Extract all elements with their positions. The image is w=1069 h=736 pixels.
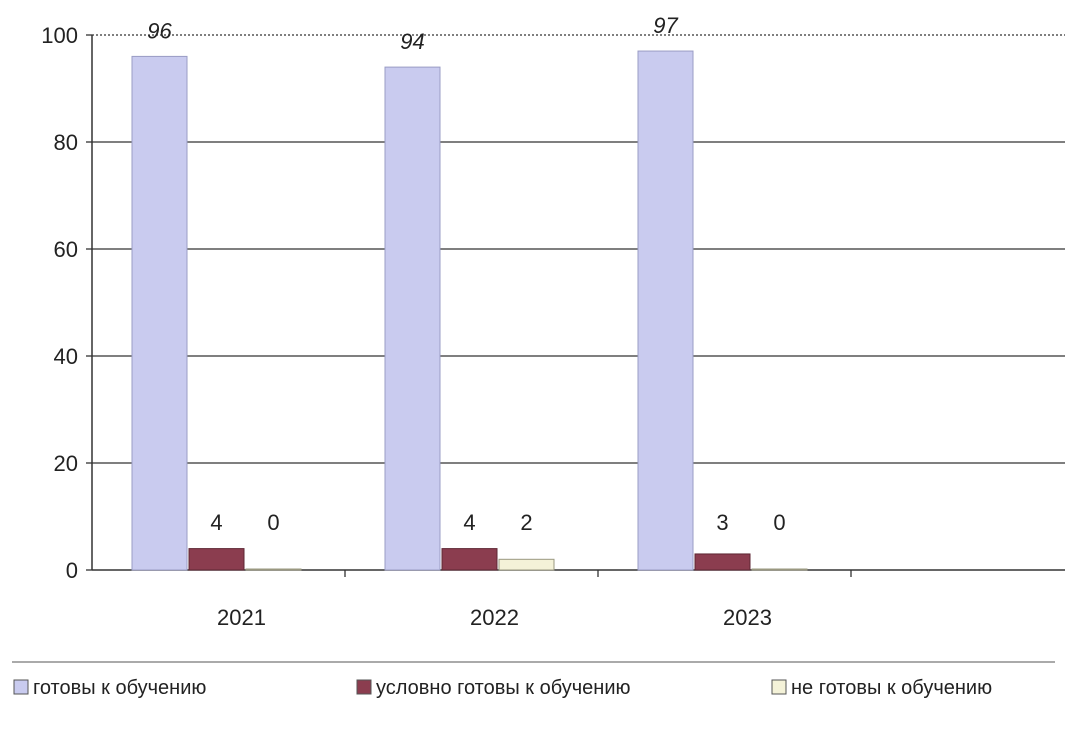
legend-swatch-series-0 [13, 679, 29, 695]
legend-swatch-series-2 [771, 679, 787, 695]
data-label-2021-series-2: 0 [267, 510, 279, 535]
y-tick-label-100: 100 [41, 23, 78, 48]
y-tick-label-40: 40 [54, 344, 78, 369]
x-tick-label-2021: 2021 [217, 605, 266, 630]
bar-2022-series-1 [441, 548, 498, 571]
gridlines [92, 34, 1065, 464]
y-tick-label-20: 20 [54, 451, 78, 476]
data-label-2022-series-1: 4 [463, 510, 475, 535]
bar-2023-series-2 [751, 568, 808, 571]
bar-2023-series-0 [637, 50, 694, 571]
bar-2022-series-0 [384, 66, 441, 571]
bar-2021-series-2 [245, 568, 302, 571]
y-tick-label-80: 80 [54, 130, 78, 155]
x-tick-label-2023: 2023 [723, 605, 772, 630]
bar-2021-series-0 [131, 55, 188, 571]
data-label-2022-series-0: 94 [400, 29, 424, 54]
data-label-2022-series-2: 2 [520, 510, 532, 535]
data-label-2023-series-1: 3 [716, 510, 728, 535]
data-label-2021-series-1: 4 [210, 510, 222, 535]
y-tick-label-0: 0 [66, 558, 78, 583]
y-tick-label-60: 60 [54, 237, 78, 262]
legend: готовы к обучению условно готовы к обучен… [12, 661, 1055, 699]
bar-2021-series-1 [188, 548, 245, 571]
legend-swatch-series-1 [356, 679, 372, 695]
data-labels: 96 4 0 94 4 2 97 3 0 [147, 13, 785, 535]
x-tick-label-2022: 2022 [470, 605, 519, 630]
data-label-2023-series-0: 97 [653, 13, 678, 38]
bars [131, 50, 808, 571]
legend-label-series-0: готовы к обучению [33, 677, 206, 699]
data-label-2021-series-0: 96 [147, 18, 172, 43]
bar-2022-series-2 [498, 558, 555, 571]
data-label-2023-series-2: 0 [773, 510, 785, 535]
legend-label-series-1: условно готовы к обучению [376, 677, 631, 699]
legend-label-series-2: не готовы к обучению [791, 677, 992, 699]
bar-2023-series-1 [694, 553, 751, 571]
